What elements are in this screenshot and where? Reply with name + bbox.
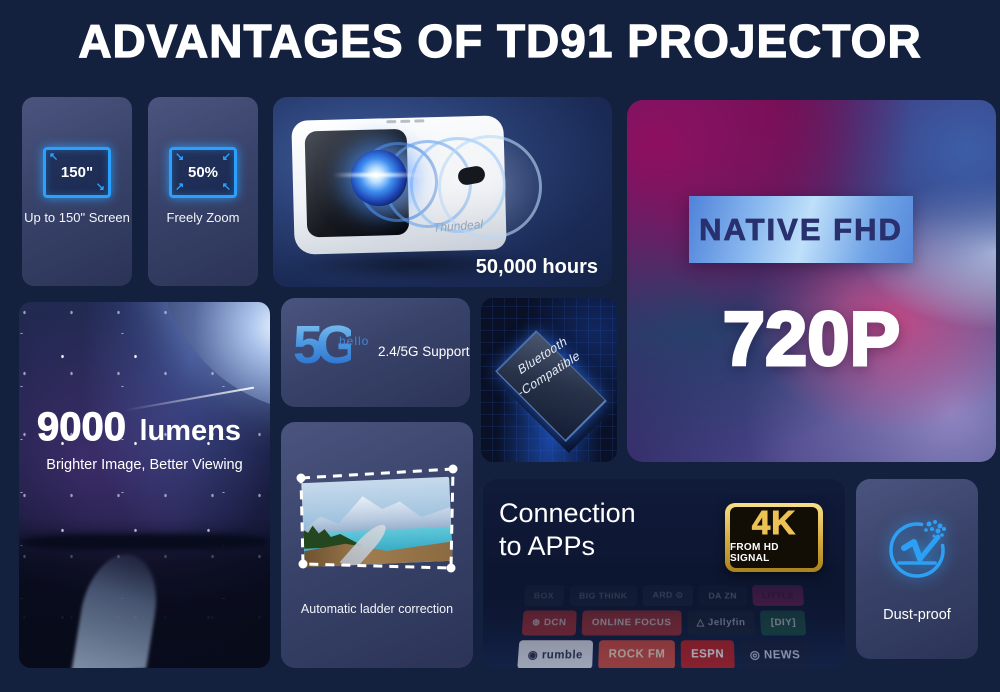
lumens-unit: lumens bbox=[139, 415, 241, 447]
apps-title-line2: to APPs bbox=[499, 530, 596, 561]
dust-proof-label: Dust-proof bbox=[883, 607, 951, 623]
dust-proof-icon bbox=[889, 520, 946, 578]
zoom-label: Freely Zoom bbox=[166, 210, 240, 225]
resolution-value: 720P bbox=[721, 296, 902, 384]
zoom-value: 50% bbox=[187, 164, 219, 181]
screen-size-icon: ↖ 150" ↘ bbox=[43, 147, 111, 198]
projector-lens bbox=[351, 150, 407, 206]
logo-wall-overlay bbox=[483, 564, 845, 668]
lens-flare bbox=[333, 173, 425, 177]
4k-badge-inner: 4K FROM HD SIGNAL bbox=[730, 504, 818, 568]
brightness-value-line: 9000 lumens bbox=[37, 405, 270, 450]
brightness-caption: Brighter Image, Better Viewing bbox=[46, 457, 243, 473]
lumens-value: 9000 bbox=[37, 405, 127, 450]
expand-arrow-icon: ↖ bbox=[49, 151, 59, 163]
native-fhd-banner: NATIVE FHD bbox=[689, 196, 913, 263]
card-keystone: Automatic ladder correction bbox=[281, 422, 473, 668]
card-screen-size: ↖ 150" ↘ Up to 150" Screen bbox=[22, 97, 132, 286]
card-wifi: 5G hello 2.4/5G Support bbox=[281, 298, 470, 407]
shrink-arrow-icon: ↖ bbox=[221, 181, 231, 193]
shrink-arrow-icon: ↙ bbox=[221, 151, 231, 163]
expand-arrow-icon: ↘ bbox=[95, 181, 105, 193]
shrink-arrow-icon: ↘ bbox=[175, 151, 185, 163]
screen-size-value: 150" bbox=[60, 164, 94, 181]
apps-title: Connection to APPs bbox=[499, 497, 636, 563]
keystone-dashed-frame bbox=[296, 464, 458, 573]
card-bluetooth: Bluetooth -Compatible bbox=[481, 298, 617, 462]
page-title: ADVANTAGES OF TD91 PROJECTOR bbox=[78, 14, 922, 67]
wifi-5g-logo: 5G bbox=[293, 315, 358, 375]
lamp-life-caption: 50,000 hours bbox=[475, 256, 598, 278]
light-ring bbox=[438, 135, 542, 239]
shrink-arrow-icon: ↗ bbox=[175, 181, 185, 193]
card-freely-zoom: ↘ ↙ 50% ↗ ↖ Freely Zoom bbox=[148, 97, 258, 286]
card-brightness: 9000 lumens Brighter Image, Better Viewi… bbox=[19, 302, 270, 668]
screen-size-label: Up to 150" Screen bbox=[24, 210, 130, 225]
card-apps: BOX BIG THINK ARD ⊙ DA ZN LITTLE ⊛ DCN O… bbox=[483, 479, 845, 668]
wifi-hello-text: hello bbox=[339, 334, 370, 348]
card-resolution: NATIVE FHD 720P bbox=[627, 100, 996, 462]
4k-badge-value: 4K bbox=[751, 504, 797, 542]
apps-title-line1: Connection bbox=[499, 498, 636, 528]
native-fhd-label: NATIVE FHD bbox=[699, 211, 903, 247]
projector-vents bbox=[386, 119, 425, 124]
wifi-support-label: 2.4/5G Support bbox=[378, 344, 470, 359]
4k-badge: 4K FROM HD SIGNAL bbox=[725, 503, 823, 572]
4k-badge-caption: FROM HD SIGNAL bbox=[730, 542, 779, 564]
zoom-icon: ↘ ↙ 50% ↗ ↖ bbox=[169, 147, 237, 198]
card-dust-proof: Dust-proof bbox=[856, 479, 978, 659]
card-projector: Thundeal 50,000 hours bbox=[273, 97, 612, 287]
keystone-caption: Automatic ladder correction bbox=[300, 602, 454, 616]
treeline bbox=[19, 534, 270, 550]
